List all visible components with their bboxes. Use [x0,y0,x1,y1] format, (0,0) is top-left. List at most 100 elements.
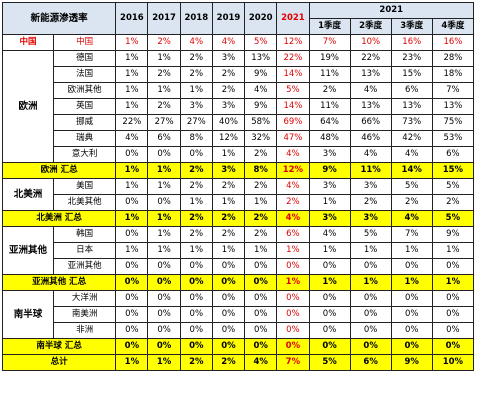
year-value-cell: 0% [244,274,278,291]
year-value-cell: 32% [244,130,278,147]
quarter-value-cell: 1% [308,274,351,291]
year-value-cell: 3% [179,98,213,115]
quarter-value-cell: 5% [390,178,433,195]
year-value-cell: 1% [147,82,181,99]
quarter-value-cell: 42% [390,130,433,147]
year-value-cell: 1% [179,242,213,259]
quarter-value-cell: 0% [431,322,475,339]
year-value-cell: 8% [244,162,278,179]
quarter-value-cell: 0% [349,290,392,307]
quarter-value-cell: 6% [390,82,433,99]
country-label: 瑞典 [53,130,117,147]
year-value-cell: 4% [244,354,278,371]
year-value-cell: 1% [211,146,246,163]
quarter-header: 1季度 [308,18,351,35]
year-value-cell: 22% [115,114,149,131]
year-value-cell: 9% [244,98,278,115]
year-value-cell: 1% [115,178,149,195]
year-value-cell: 2% [211,66,246,83]
quarter-value-cell: 0% [349,306,392,323]
year-value-cell: 0% [115,274,149,291]
year-value-cell: 2% [179,354,213,371]
year-value-cell: 8% [179,130,213,147]
year-value-cell: 27% [179,114,213,131]
year-value-cell: 1% [147,210,181,227]
year-value-cell: 1% [115,98,149,115]
quarter-header: 2季度 [349,18,392,35]
quarter-value-cell: 5% [308,354,351,371]
year-value-cell: 1% [115,210,149,227]
quarter-value-cell: 7% [390,226,433,243]
quarter-value-cell: 11% [349,162,392,179]
year-value-cell: 3% [211,98,246,115]
quarter-value-cell: 0% [390,258,433,275]
table-row-china: 中国 中国 1% 2% 4% 4% 5% 12% 7% 10% 16% 16% [1,34,475,51]
year-value-cell: 0% [147,306,181,323]
year-value-cell: 0% [276,338,310,355]
year-header-2021: 2021 [276,2,310,35]
year-value-cell: 0% [147,146,181,163]
year-value-cell: 0% [147,274,181,291]
year-value-cell: 4% [179,34,213,51]
year-header: 2020 [244,2,278,35]
quarter-value-cell: 0% [431,290,475,307]
year-value-cell: 0% [115,338,149,355]
quarter-group-header: 2021 [308,2,474,19]
quarter-value-cell: 66% [349,114,392,131]
quarter-value-cell: 11% [308,66,351,83]
year-value-cell: 0% [244,306,278,323]
year-value-cell: 0% [115,258,149,275]
country-label: 欧洲其他 [53,82,117,99]
quarter-value-cell: 0% [431,306,475,323]
year-value-cell: 1% [276,242,310,259]
quarter-value-cell: 22% [349,50,392,67]
year-value-cell: 1% [147,226,181,243]
table-row: 南美洲 0% 0% 0% 0% 0% 0% 0% 0% 0% 0% [3,306,475,323]
table-row: 亚洲其他 韩国 0% 1% 2% 2% 2% 6% 4% 5% 7% 9% [1,226,475,275]
quarter-value-cell: 2% [431,194,475,211]
year-value-cell: 0% [115,194,149,211]
year-value-cell: 4% [115,130,149,147]
country-label: 日本 [53,242,117,259]
year-value-cell: 0% [244,338,278,355]
year-value-cell: 12% [211,130,246,147]
year-value-cell: 2% [179,210,213,227]
table-row: 法国 1% 2% 2% 2% 9% 14% 11% 13% 15% 18% [3,66,475,83]
year-value-cell: 27% [147,114,181,131]
year-value-cell: 2% [147,34,181,51]
quarter-value-cell: 0% [308,258,351,275]
subtotal-row: 北美洲 汇总 1% 1% 2% 2% 2% 4% 3% 3% 4% 5% [1,210,475,227]
year-value-cell: 1% [179,82,213,99]
quarter-value-cell: 5% [431,178,475,195]
year-value-cell: 0% [211,338,246,355]
quarter-value-cell: 10% [431,354,475,371]
subtotal-label: 欧洲 汇总 [1,162,117,179]
year-value-cell: 9% [244,66,278,83]
quarter-value-cell: 9% [431,226,475,243]
year-value-cell: 2% [179,66,213,83]
year-value-cell: 0% [276,290,310,307]
quarter-value-cell: 13% [390,98,433,115]
quarter-value-cell: 16% [431,34,475,51]
country-label: 挪威 [53,114,117,131]
year-value-cell: 7% [276,354,310,371]
quarter-value-cell: 53% [431,130,475,147]
year-value-cell: 1% [211,242,246,259]
year-value-cell: 1% [244,242,278,259]
quarter-value-cell: 7% [308,34,351,51]
year-value-cell: 0% [276,322,310,339]
country-label: 美国 [53,178,117,195]
region-label: 中国 [1,34,55,51]
country-label: 法国 [53,66,117,83]
year-value-cell: 2% [211,226,246,243]
year-value-cell: 1% [211,194,246,211]
quarter-value-cell: 1% [431,274,475,291]
year-value-cell: 22% [276,50,310,67]
year-value-cell: 40% [211,114,246,131]
quarter-value-cell: 3% [308,146,351,163]
quarter-value-cell: 0% [308,290,351,307]
quarter-value-cell: 1% [431,242,475,259]
year-value-cell: 0% [115,306,149,323]
quarter-value-cell: 0% [390,338,433,355]
table-row: 意大利 0% 0% 0% 1% 2% 4% 3% 4% 4% 6% [3,146,475,163]
